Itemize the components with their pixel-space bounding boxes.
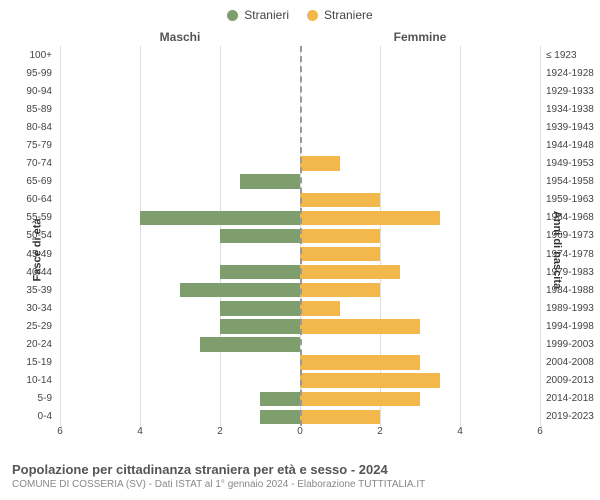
age-label: 100+	[0, 46, 52, 64]
bar-female	[300, 211, 440, 225]
pyramid-chart	[60, 46, 540, 426]
bar-female	[300, 355, 420, 369]
age-label: 0-4	[0, 408, 52, 426]
legend-item-male: Stranieri	[227, 8, 289, 22]
age-label: 25-29	[0, 317, 52, 335]
bar-male	[260, 410, 300, 424]
x-tick: 0	[297, 426, 303, 437]
age-label: 70-74	[0, 155, 52, 173]
x-tick: 4	[457, 426, 463, 437]
bar-female	[300, 301, 340, 315]
age-label: 50-54	[0, 227, 52, 245]
age-label: 85-89	[0, 100, 52, 118]
x-tick: 4	[137, 426, 143, 437]
birth-year-label: 1989-1993	[546, 299, 600, 317]
legend-male-label: Stranieri	[244, 8, 289, 22]
birth-year-label: 1969-1973	[546, 227, 600, 245]
x-tick: 6	[537, 426, 543, 437]
female-swatch	[307, 10, 318, 21]
birth-year-labels: ≤ 19231924-19281929-19331934-19381939-19…	[542, 46, 600, 426]
age-labels: 100+95-9990-9485-8980-8475-7970-7465-696…	[0, 46, 56, 426]
age-label: 55-59	[0, 209, 52, 227]
col-header-left: Maschi	[60, 30, 300, 44]
birth-year-label: 1934-1938	[546, 100, 600, 118]
center-axis-line	[300, 46, 302, 426]
legend: Stranieri Straniere	[0, 0, 600, 26]
chart-subtitle: COMUNE DI COSSERIA (SV) - Dati ISTAT al …	[12, 479, 588, 490]
bar-female	[300, 193, 380, 207]
bar-female	[300, 373, 440, 387]
birth-year-label: 1999-2003	[546, 336, 600, 354]
bar-female	[300, 410, 380, 424]
birth-year-label: 1979-1983	[546, 263, 600, 281]
chart-title: Popolazione per cittadinanza straniera p…	[12, 462, 588, 477]
column-headers: Maschi Femmine	[60, 30, 540, 44]
birth-year-label: 1984-1988	[546, 281, 600, 299]
age-label: 20-24	[0, 336, 52, 354]
bar-male	[220, 301, 300, 315]
age-label: 45-49	[0, 245, 52, 263]
legend-female-label: Straniere	[324, 8, 373, 22]
age-label: 95-99	[0, 64, 52, 82]
age-label: 35-39	[0, 281, 52, 299]
birth-year-label: ≤ 1923	[546, 46, 600, 64]
x-axis-ticks: 6 4 2 0 2 4 6	[60, 426, 540, 440]
bar-male	[220, 229, 300, 243]
birth-year-label: 1944-1948	[546, 136, 600, 154]
birth-year-label: 2014-2018	[546, 390, 600, 408]
x-tick: 6	[57, 426, 63, 437]
legend-item-female: Straniere	[307, 8, 373, 22]
birth-year-label: 1974-1978	[546, 245, 600, 263]
birth-year-label: 1959-1963	[546, 191, 600, 209]
bar-male	[140, 211, 300, 225]
bar-male	[260, 392, 300, 406]
bar-female	[300, 283, 380, 297]
male-swatch	[227, 10, 238, 21]
bar-male	[180, 283, 300, 297]
x-tick: 2	[217, 426, 223, 437]
bar-female	[300, 392, 420, 406]
x-tick: 2	[377, 426, 383, 437]
age-label: 30-34	[0, 299, 52, 317]
bar-male	[220, 319, 300, 333]
birth-year-label: 1964-1968	[546, 209, 600, 227]
age-label: 5-9	[0, 390, 52, 408]
age-label: 65-69	[0, 173, 52, 191]
birth-year-label: 2009-2013	[546, 372, 600, 390]
bar-male	[240, 174, 300, 188]
age-label: 90-94	[0, 82, 52, 100]
birth-year-label: 2019-2023	[546, 408, 600, 426]
bar-male	[220, 265, 300, 279]
birth-year-label: 2004-2008	[546, 354, 600, 372]
bar-female	[300, 319, 420, 333]
age-label: 15-19	[0, 354, 52, 372]
bar-female	[300, 247, 380, 261]
chart-footer: Popolazione per cittadinanza straniera p…	[12, 462, 588, 490]
bar-female	[300, 156, 340, 170]
age-label: 40-44	[0, 263, 52, 281]
age-label: 60-64	[0, 191, 52, 209]
birth-year-label: 1929-1933	[546, 82, 600, 100]
bar-male	[200, 337, 300, 351]
grid-line	[540, 46, 541, 426]
bar-female	[300, 229, 380, 243]
birth-year-label: 1939-1943	[546, 118, 600, 136]
age-label: 10-14	[0, 372, 52, 390]
birth-year-label: 1949-1953	[546, 155, 600, 173]
age-label: 75-79	[0, 136, 52, 154]
age-label: 80-84	[0, 118, 52, 136]
bar-female	[300, 265, 400, 279]
col-header-right: Femmine	[300, 30, 540, 44]
birth-year-label: 1994-1998	[546, 317, 600, 335]
birth-year-label: 1924-1928	[546, 64, 600, 82]
birth-year-label: 1954-1958	[546, 173, 600, 191]
